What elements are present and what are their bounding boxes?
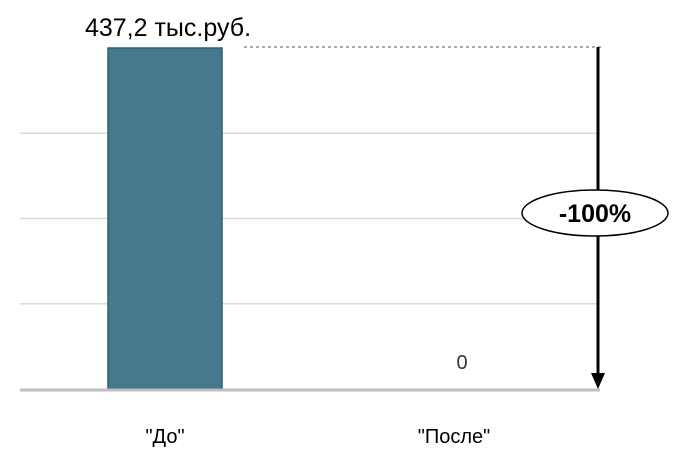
change-badge bbox=[521, 189, 669, 237]
category-label-after: "После" bbox=[418, 426, 491, 448]
decrease-arrow-head bbox=[591, 373, 605, 389]
bar-0 bbox=[107, 47, 223, 390]
change-label: -100% bbox=[559, 200, 631, 228]
data-label-after: 0 bbox=[456, 352, 467, 374]
gridlines bbox=[20, 132, 600, 305]
category-label-before: "До" bbox=[145, 426, 184, 448]
data-label-before: 437,2 тыс.руб. bbox=[85, 14, 251, 42]
bars bbox=[107, 47, 223, 390]
